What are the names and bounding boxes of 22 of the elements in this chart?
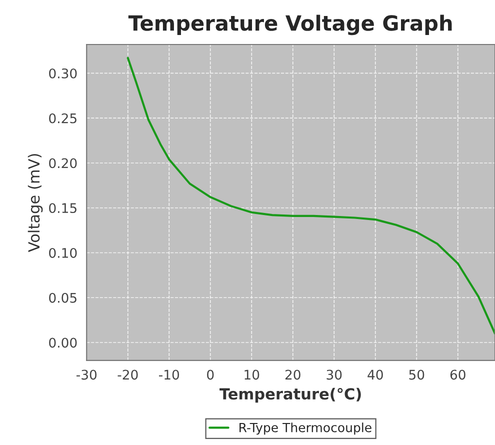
legend-label: R-Type Thermocouple bbox=[240, 422, 372, 435]
x-tick-label: 10 bbox=[244, 370, 260, 380]
line-series bbox=[126, 56, 495, 335]
y-tick-label: 0.05 bbox=[49, 292, 76, 303]
x-tick-label: -10 bbox=[158, 370, 180, 380]
x-tick-label: -20 bbox=[118, 370, 138, 380]
y-tick-label: 0.20 bbox=[49, 158, 77, 168]
y-tick-label: 0.00 bbox=[49, 338, 77, 348]
y-tick-label: 0.15 bbox=[49, 203, 76, 214]
y-tick-label: 0.25 bbox=[49, 113, 76, 124]
x-tick-label: -30 bbox=[76, 370, 97, 380]
chart-title: Temperature Voltage Graph bbox=[128, 14, 452, 36]
x-tick-label: 50 bbox=[409, 370, 424, 380]
y-tick-label: 0.10 bbox=[49, 248, 77, 258]
y-tick-label: 0.30 bbox=[49, 68, 77, 78]
x-tick-label: 40 bbox=[368, 370, 383, 380]
x-tick-label: 30 bbox=[326, 370, 342, 380]
x-axis-title: Temperature(°C) bbox=[220, 388, 361, 403]
y-axis-title: Voltage (mV) bbox=[28, 154, 43, 252]
x-tick-label: 60 bbox=[450, 370, 466, 380]
x-tick-label: 0 bbox=[207, 370, 214, 380]
x-tick-label: 20 bbox=[285, 370, 300, 380]
